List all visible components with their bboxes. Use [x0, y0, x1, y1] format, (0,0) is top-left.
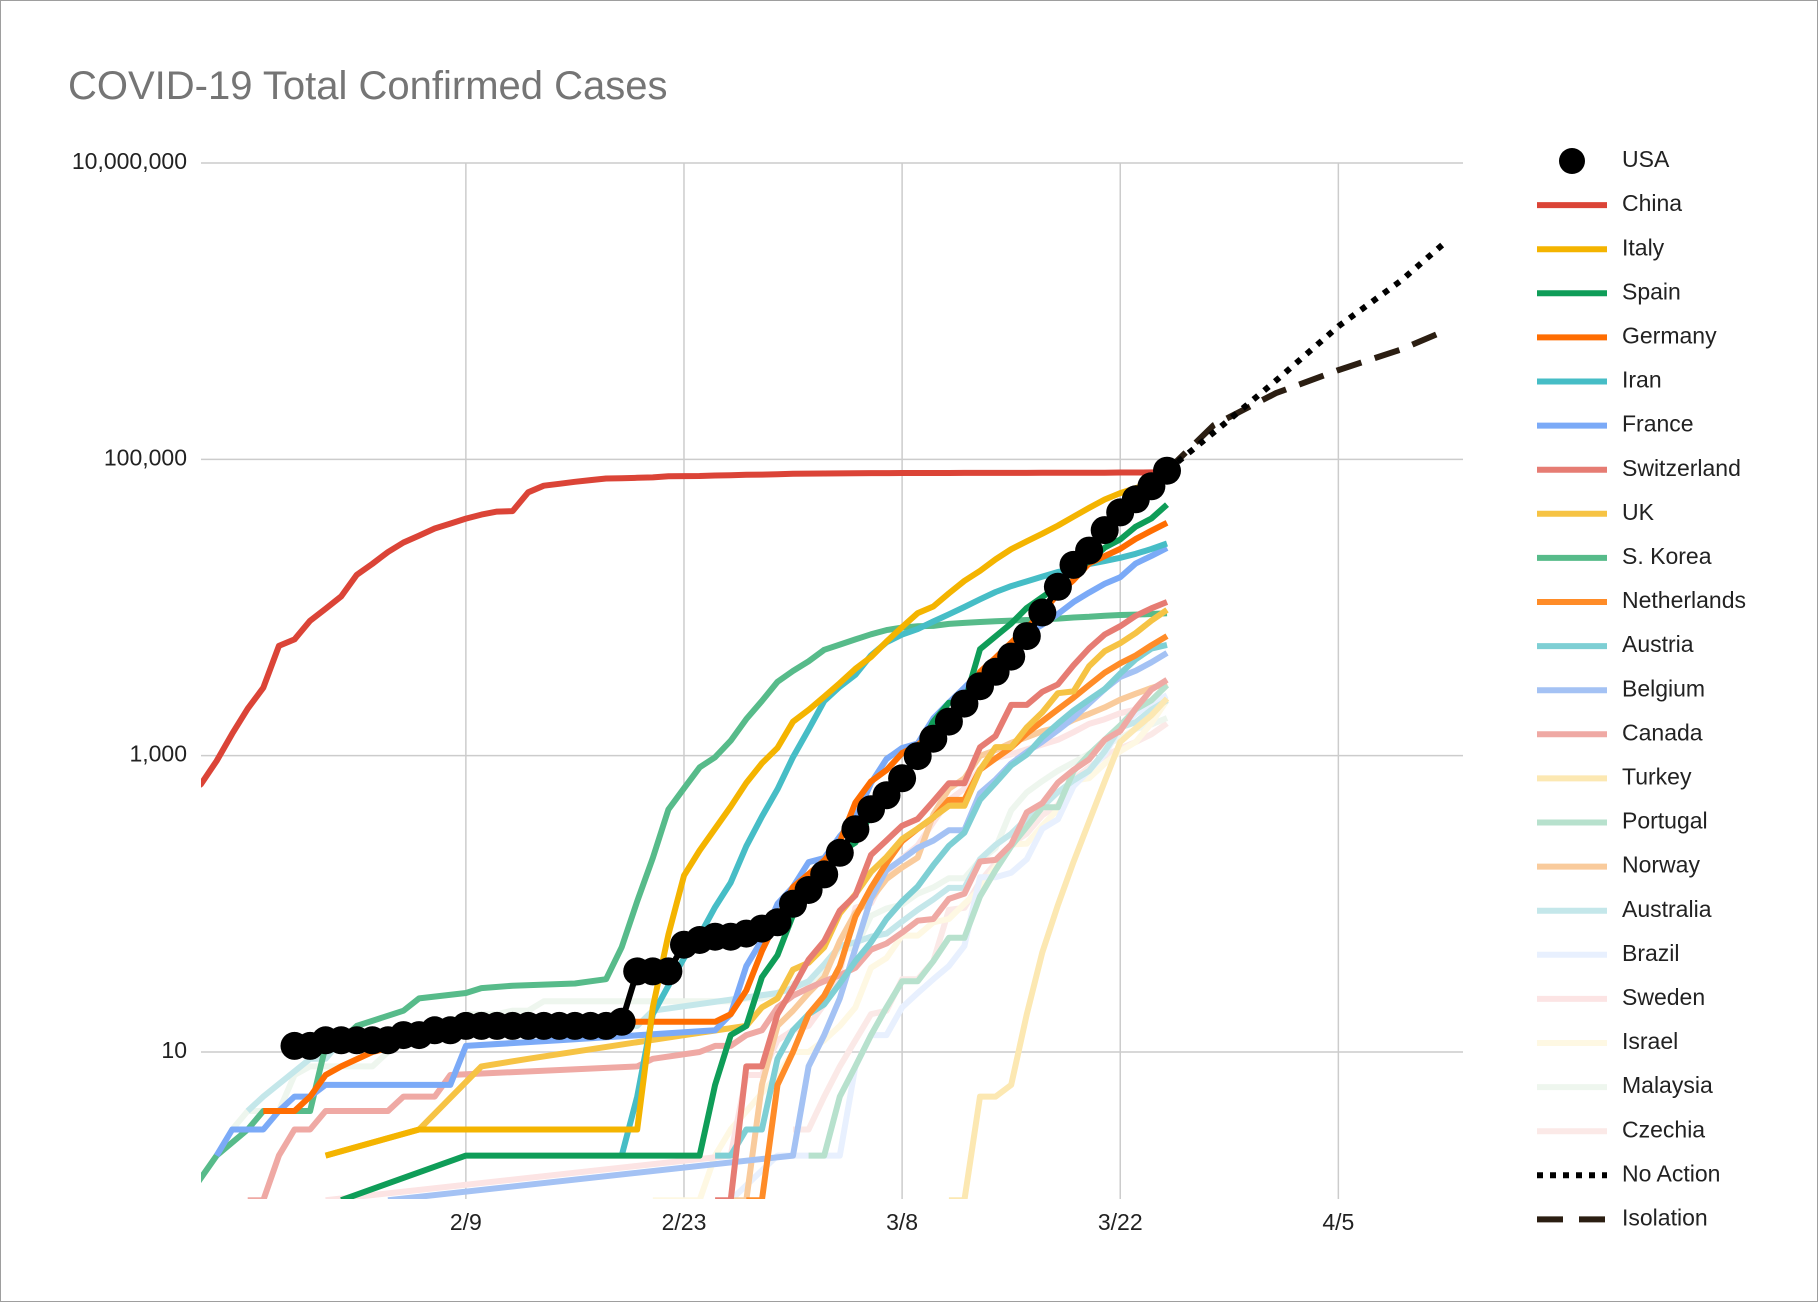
legend-label: Canada — [1622, 719, 1703, 745]
legend-item: France — [1537, 411, 1694, 437]
legend-item: China — [1537, 190, 1682, 216]
series-line-malaysia — [229, 715, 1169, 1132]
legend-label: Isolation — [1622, 1204, 1708, 1230]
gridlines — [201, 162, 1463, 1199]
usa-data-point — [763, 908, 792, 937]
legend-item: UK — [1537, 499, 1655, 525]
x-tick-label: 3/22 — [1098, 1209, 1143, 1235]
legend-marker — [1559, 148, 1585, 174]
legend-label: China — [1622, 190, 1682, 216]
legend-label: UK — [1622, 499, 1655, 525]
legend-item: Switzerland — [1537, 455, 1741, 481]
series-line-norway — [730, 680, 1168, 1199]
legend-label: No Action — [1622, 1160, 1720, 1186]
series-line-turkey — [948, 696, 1170, 1199]
usa-connector-line — [294, 468, 1170, 1049]
legend-item: Belgium — [1537, 675, 1705, 701]
legend-label: Sweden — [1622, 984, 1705, 1010]
y-tick-label: 1,000 — [129, 741, 187, 767]
legend-item: Brazil — [1537, 940, 1680, 966]
y-tick-label: 10,000,000 — [72, 148, 187, 174]
x-tick-label: 3/8 — [886, 1209, 918, 1235]
y-tick-label: 10 — [161, 1037, 187, 1063]
legend-label: Czechia — [1622, 1116, 1705, 1142]
legend-label: Italy — [1622, 234, 1665, 260]
usa-data-point — [607, 1007, 636, 1036]
legend-item: Netherlands — [1537, 587, 1746, 613]
series-lines — [201, 238, 1450, 1199]
usa-data-point — [1075, 536, 1104, 565]
legend-item: Spain — [1537, 278, 1681, 304]
legend-item: USA — [1559, 146, 1670, 174]
legend-label: Australia — [1622, 896, 1712, 922]
legend-label: Belgium — [1622, 675, 1705, 701]
legend-item: S. Korea — [1537, 543, 1712, 569]
x-axis-ticks: 2/9 2/23 3/8 3/22 4/5 — [450, 1209, 1354, 1235]
legend-item: No Action — [1537, 1160, 1720, 1186]
chart-title: COVID-19 Total Confirmed Cases — [68, 64, 668, 108]
series-line-no-action — [1165, 238, 1450, 474]
usa-data-point — [1043, 572, 1072, 601]
series-line-isolation — [1164, 326, 1449, 473]
legend-label: USA — [1622, 146, 1670, 172]
legend-item: Canada — [1537, 719, 1703, 745]
usa-data-point — [841, 815, 870, 844]
x-tick-label: 2/23 — [662, 1209, 707, 1235]
legend-label: Austria — [1622, 631, 1694, 657]
legend-label: Israel — [1622, 1028, 1678, 1054]
series-line-italy — [324, 475, 1168, 1159]
usa-data-point — [1028, 598, 1057, 627]
legend-item: Portugal — [1537, 808, 1708, 834]
legend-item: Italy — [1537, 234, 1665, 260]
legend-label: France — [1622, 411, 1694, 437]
legend-item: Czechia — [1537, 1116, 1705, 1142]
legend-label: Spain — [1622, 278, 1681, 304]
series-line-uk — [324, 607, 1169, 1159]
legend-label: S. Korea — [1622, 543, 1712, 569]
usa-data-point — [997, 642, 1026, 671]
series-line-austria — [715, 641, 1168, 1159]
usa-data-point — [1153, 456, 1181, 485]
legend: USA China Italy Spain Germany Iran France Switz… — [1537, 146, 1746, 1230]
legend-item: Sweden — [1537, 984, 1705, 1010]
legend-label: Brazil — [1622, 940, 1680, 966]
legend-label: Switzerland — [1622, 455, 1741, 481]
usa-data-point — [1012, 622, 1041, 651]
legend-label: Norway — [1622, 852, 1700, 878]
x-tick-label: 2/9 — [450, 1209, 482, 1235]
legend-item: Isolation — [1537, 1204, 1708, 1230]
y-tick-label: 100,000 — [104, 444, 187, 470]
usa-data-point — [654, 957, 683, 986]
legend-label: Portugal — [1622, 808, 1708, 834]
legend-item: Malaysia — [1537, 1072, 1713, 1098]
usa-data-point — [810, 860, 839, 889]
legend-item: Turkey — [1537, 763, 1692, 789]
legend-label: Malaysia — [1622, 1072, 1713, 1098]
legend-label: Turkey — [1622, 763, 1692, 789]
legend-item: Australia — [1537, 896, 1712, 922]
usa-data-point — [825, 838, 854, 867]
series-line-china — [201, 469, 1167, 788]
legend-item: Iran — [1537, 367, 1662, 393]
series-line-netherlands — [746, 633, 1169, 1199]
legend-label: Germany — [1622, 322, 1717, 348]
legend-item: Israel — [1537, 1028, 1678, 1054]
legend-label: Netherlands — [1622, 587, 1746, 613]
series-line-israel — [652, 698, 1170, 1199]
legend-label: Iran — [1622, 367, 1662, 393]
usa-data-point — [888, 764, 917, 793]
legend-item: Austria — [1537, 631, 1694, 657]
legend-item: Norway — [1537, 852, 1700, 878]
x-tick-label: 4/5 — [1322, 1209, 1354, 1235]
legend-item: Germany — [1537, 322, 1717, 348]
y-axis-ticks: 10 1,000 100,000 10,000,000 — [72, 148, 187, 1063]
series-line-switzerland — [715, 599, 1169, 1199]
